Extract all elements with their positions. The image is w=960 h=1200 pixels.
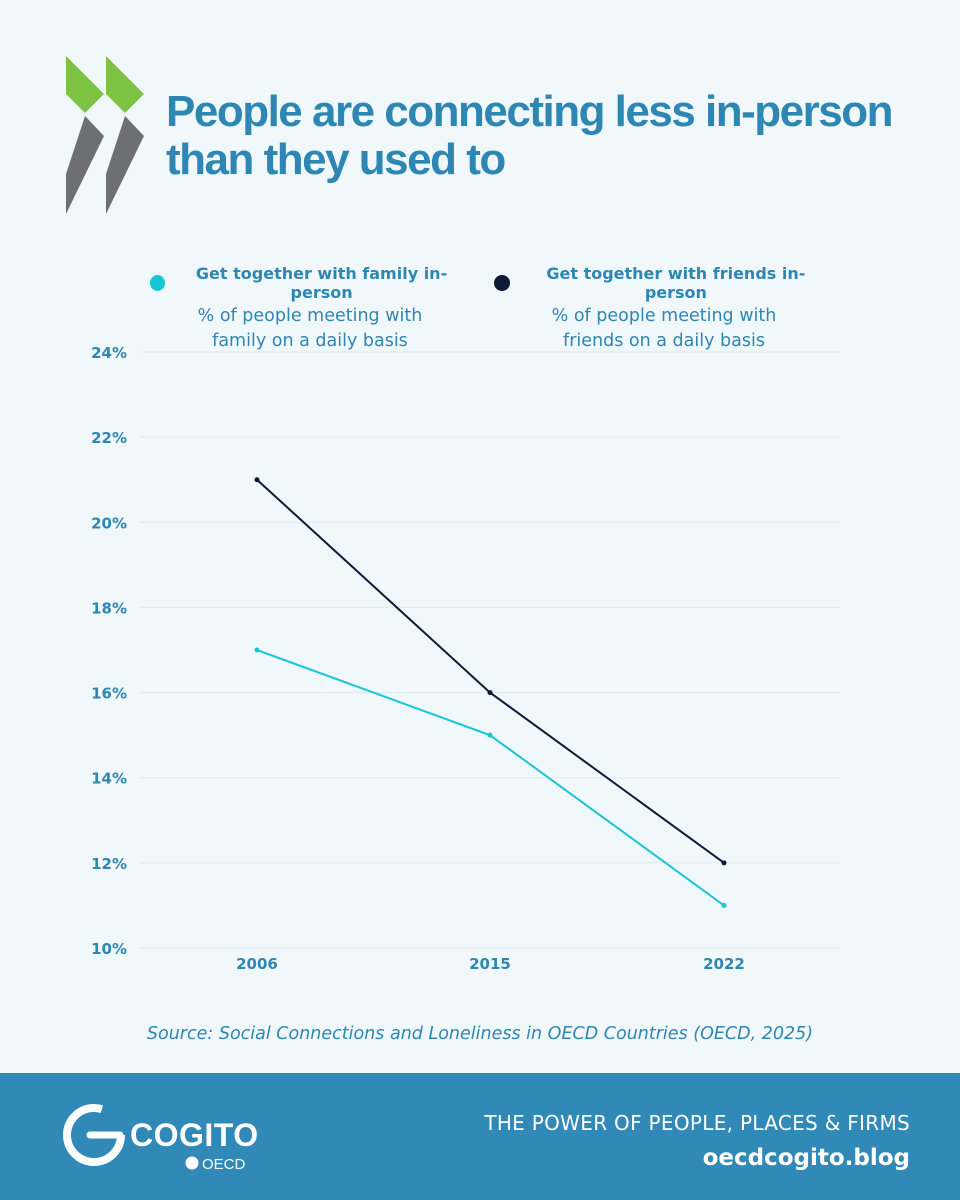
title-line-1: People are connecting less in-person (166, 87, 894, 136)
data-point (487, 732, 493, 738)
x-tick-label: 2006 (236, 955, 278, 973)
data-point (487, 690, 493, 696)
y-tick-label: 14% (91, 770, 127, 788)
series-line-friends (256, 478, 725, 864)
y-tick-label: 24% (91, 344, 127, 362)
y-tick-label: 18% (91, 599, 127, 617)
y-tick-label: 12% (91, 855, 127, 873)
cogito-logo-icon: COGITO OECD (63, 1104, 259, 1173)
oecd-chevron-logo-icon (66, 56, 144, 214)
footer-url[interactable]: oecdcogito.blog (702, 1145, 910, 1171)
footer-tagline: THE POWER OF PEOPLE, PLACES & FIRMS (484, 1111, 910, 1135)
footer-brand: COGITO (130, 1117, 259, 1153)
chevron-left-green (66, 56, 104, 113)
data-point (254, 477, 260, 483)
chevron-right-gray (106, 116, 144, 214)
data-point (721, 860, 727, 866)
chevron-left-gray (66, 116, 104, 214)
legend-friends-sub-2: friends on a daily basis (563, 331, 765, 351)
title-line-2: than they used to (166, 135, 506, 184)
x-tick-label: 2022 (703, 955, 745, 973)
oecd-globe-icon (185, 1156, 199, 1170)
legend-friends-sub-1: % of people meeting with (551, 306, 777, 326)
chevron-right-green (106, 56, 144, 113)
legend-family-sub-1: % of people meeting with (197, 306, 423, 326)
x-tick-label: 2015 (469, 955, 511, 973)
footer-org: OECD (202, 1156, 246, 1173)
legend-friends: Get together with friends in-person % of… (494, 264, 834, 354)
y-tick-label: 22% (91, 429, 127, 447)
legend-family-dot-icon (150, 275, 166, 291)
page-title: People are connecting less in-person tha… (166, 88, 926, 184)
y-tick-label: 10% (91, 940, 127, 958)
legend-family-sub-2: family on a daily basis (212, 331, 408, 351)
legend-family: Get together with family in-person % of … (150, 264, 470, 354)
source-note: Source: Social Connections and Lonelines… (146, 1024, 814, 1044)
legend-friends-dot-icon (494, 275, 510, 291)
y-tick-label: 20% (91, 514, 127, 532)
legend-family-label: Get together with family in-person (195, 264, 448, 302)
footer-banner: COGITO OECD THE POWER OF PEOPLE, PLACES … (0, 1073, 960, 1200)
line-chart: 10% 12% 14% 16% 18% 20% 22% 24% 2006 2015 2022 (91, 344, 840, 973)
y-tick-label: 16% (91, 685, 127, 703)
data-point (721, 902, 727, 908)
data-point (254, 647, 260, 653)
legend-friends-label: Get together with friends in-person (546, 264, 806, 302)
